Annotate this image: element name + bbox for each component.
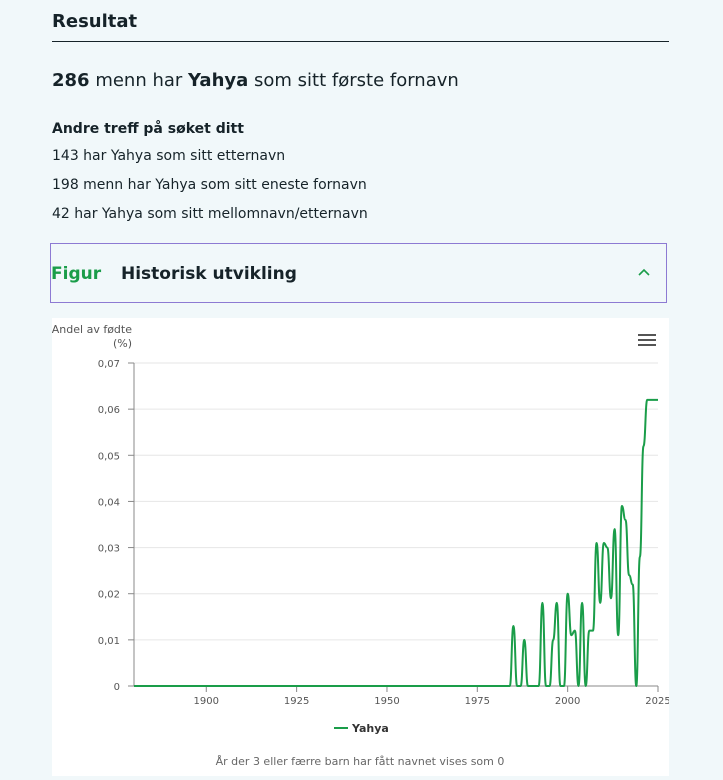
result-text-before: menn har (95, 70, 182, 91)
x-tick-label: 2000 (555, 696, 580, 707)
series-line-yahya[interactable] (134, 400, 658, 686)
hamburger-menu-icon[interactable] (638, 332, 656, 348)
y-tick-label: 0,05 (98, 451, 120, 462)
line-chart: Andel av fødte (%) 0 0,01 0,02 0,03 0,04 0,05… (52, 318, 669, 776)
result-text-after: som sitt første fornavn (254, 70, 459, 91)
legend[interactable]: Yahya (334, 722, 389, 735)
y-ticks: 0 0,01 0,02 0,03 0,04 0,05 0,06 0,07 (98, 359, 134, 693)
chart-footnote: År der 3 eller færre barn har fått navne… (216, 755, 505, 768)
y-tick-label: 0,04 (98, 497, 120, 508)
y-tick-label: 0,01 (98, 636, 120, 647)
figure-toggle[interactable]: Figur Historisk utvikling (50, 243, 667, 303)
x-tick-label: 1975 (465, 696, 490, 707)
result-name: Yahya (188, 70, 248, 91)
y-tick-label: 0,07 (98, 359, 120, 370)
x-tick-label: 2025 (645, 696, 669, 707)
result-count: 286 (52, 70, 90, 91)
y-tick-label: 0 (114, 682, 120, 693)
other-hit-item: 42 har Yahya som sitt mellomnavn/etterna… (52, 206, 368, 222)
x-tick-label: 1925 (284, 696, 309, 707)
result-headline: 286 menn har Yahya som sitt første forna… (52, 70, 459, 91)
x-tick-label: 1950 (374, 696, 399, 707)
figure-title: Historisk utvikling (121, 264, 297, 284)
chart-container: Andel av fødte (%) 0 0,01 0,02 0,03 0,04 0,05… (52, 318, 669, 776)
series-layer (134, 400, 658, 686)
other-hits-title: Andre treff på søket ditt (52, 121, 244, 137)
figure-label: Figur (51, 264, 101, 284)
other-hit-item: 143 har Yahya som sitt etternavn (52, 148, 285, 164)
y-axis-label-unit: (%) (113, 337, 132, 350)
x-tick-label: 1900 (194, 696, 219, 707)
section-title: Resultat (52, 11, 137, 32)
chevron-up-icon[interactable] (636, 264, 652, 280)
y-axis-label: Andel av fødte (52, 323, 132, 336)
grid (134, 363, 658, 686)
divider (52, 41, 669, 42)
y-tick-label: 0,06 (98, 405, 120, 416)
x-ticks: 1900 1925 1950 1975 2000 2025 (194, 686, 669, 707)
legend-label: Yahya (351, 722, 389, 735)
other-hit-item: 198 menn har Yahya som sitt eneste forna… (52, 177, 367, 193)
y-tick-label: 0,02 (98, 590, 120, 601)
y-tick-label: 0,03 (98, 544, 120, 555)
